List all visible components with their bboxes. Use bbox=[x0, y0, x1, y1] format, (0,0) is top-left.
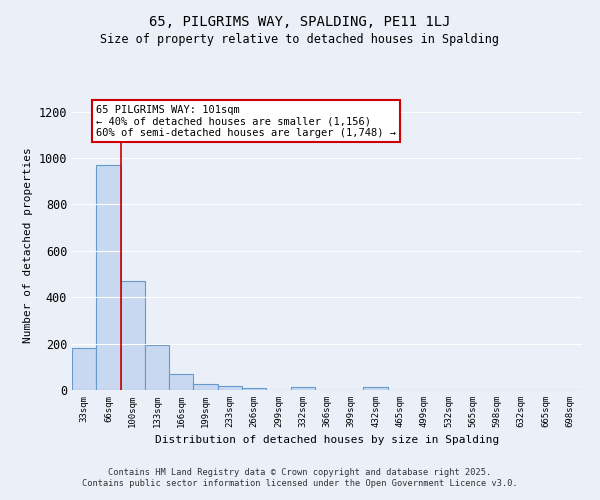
X-axis label: Distribution of detached houses by size in Spalding: Distribution of detached houses by size … bbox=[155, 436, 499, 446]
Bar bbox=[193, 384, 218, 390]
Bar bbox=[290, 387, 315, 390]
Bar bbox=[242, 388, 266, 390]
Text: 65 PILGRIMS WAY: 101sqm
← 40% of detached houses are smaller (1,156)
60% of semi: 65 PILGRIMS WAY: 101sqm ← 40% of detache… bbox=[96, 104, 396, 138]
Bar bbox=[218, 386, 242, 390]
Bar bbox=[96, 165, 121, 390]
Bar bbox=[364, 386, 388, 390]
Bar bbox=[121, 281, 145, 390]
Y-axis label: Number of detached properties: Number of detached properties bbox=[23, 147, 33, 343]
Bar bbox=[169, 374, 193, 390]
Bar bbox=[145, 345, 169, 390]
Bar bbox=[72, 348, 96, 390]
Text: Contains HM Land Registry data © Crown copyright and database right 2025.
Contai: Contains HM Land Registry data © Crown c… bbox=[82, 468, 518, 487]
Text: 65, PILGRIMS WAY, SPALDING, PE11 1LJ: 65, PILGRIMS WAY, SPALDING, PE11 1LJ bbox=[149, 15, 451, 29]
Text: Size of property relative to detached houses in Spalding: Size of property relative to detached ho… bbox=[101, 32, 499, 46]
